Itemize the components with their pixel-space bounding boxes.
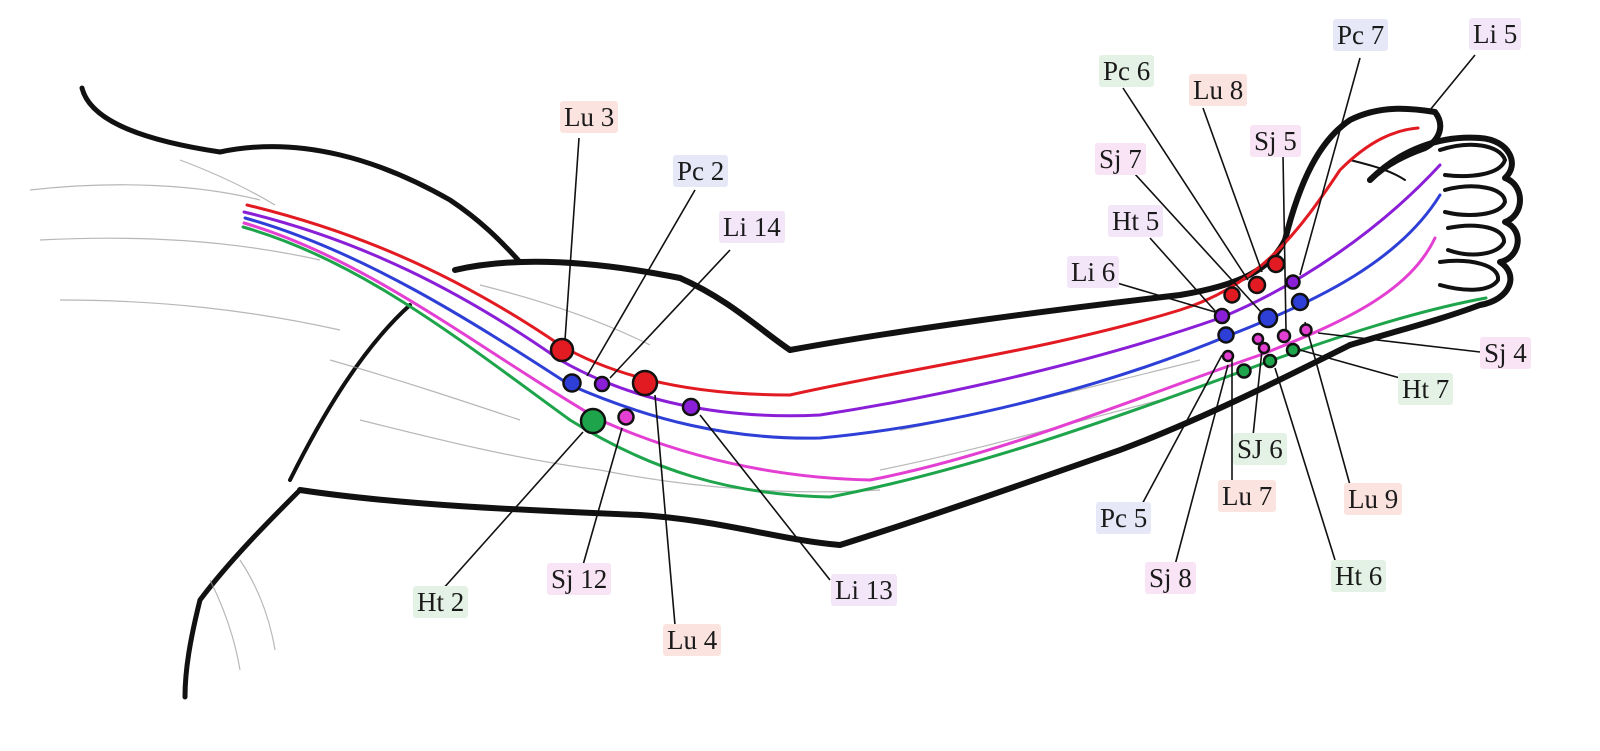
thumb-crease <box>1349 159 1406 181</box>
label-lu7: Lu 7 <box>1218 480 1277 512</box>
label-li13: Li 13 <box>831 574 897 606</box>
chest-contour <box>288 303 412 482</box>
large-intestine-meridian-line <box>242 163 1442 418</box>
point-lu8 <box>1247 275 1267 295</box>
point-ht7 <box>1285 342 1301 358</box>
point-lu3 <box>549 337 575 363</box>
forearm-bottom-contour <box>297 342 1353 548</box>
point-pc5 <box>1217 326 1235 344</box>
point-pc6 <box>1257 307 1279 329</box>
label-li5: Li 5 <box>1469 18 1522 50</box>
finger-4 <box>1438 258 1500 292</box>
label-sj5: Sj 5 <box>1250 125 1301 157</box>
hand-contour <box>1347 134 1523 348</box>
acupoints <box>549 254 1313 435</box>
label-ht7: Ht 7 <box>1398 373 1454 405</box>
point-sj12 <box>617 408 635 426</box>
armpit-contour <box>182 487 303 700</box>
point-ht5 <box>1236 363 1252 379</box>
finger-2 <box>1443 184 1507 217</box>
point-li14 <box>593 375 611 393</box>
label-lu3: Lu 3 <box>560 101 619 133</box>
point-sj8 <box>1221 349 1235 363</box>
lung-meridian-line <box>245 126 1420 397</box>
point-sj6 <box>1251 332 1265 346</box>
label-ht6: Ht 6 <box>1331 560 1387 592</box>
meridian-lines <box>241 126 1488 499</box>
point-li13 <box>681 397 701 417</box>
label-pc5: Pc 5 <box>1096 502 1152 534</box>
label-sj4: Sj 4 <box>1480 337 1531 369</box>
san-jiao-meridian-line <box>242 221 1437 482</box>
leader-lines <box>441 54 1481 626</box>
point-lu9 <box>1223 286 1241 304</box>
finger-1 <box>1438 142 1507 179</box>
label-lu8: Lu 8 <box>1189 74 1248 106</box>
label-sj12: Sj 12 <box>547 563 612 595</box>
point-pc7 <box>1290 292 1310 312</box>
label-ht2: Ht 2 <box>413 586 469 618</box>
point-ht2 <box>579 407 607 435</box>
label-sj7: Sj 7 <box>1095 143 1146 175</box>
point-ht6 <box>1262 353 1278 369</box>
label-ht5: Ht 5 <box>1108 205 1164 237</box>
label-li6: Li 6 <box>1067 256 1120 288</box>
point-sj7 <box>1257 341 1271 355</box>
shoulder-top-contour <box>79 85 523 265</box>
point-sj5 <box>1276 328 1292 344</box>
label-sj8: Sj 8 <box>1145 562 1196 594</box>
point-li5 <box>1285 274 1301 290</box>
label-pc7: Pc 7 <box>1333 19 1389 51</box>
label-lu9: Lu 9 <box>1344 483 1403 515</box>
point-lu7 <box>1266 254 1286 274</box>
label-pc6: Pc 6 <box>1099 55 1155 87</box>
label-sj6: SJ 6 <box>1233 433 1287 465</box>
point-sj4 <box>1299 323 1313 337</box>
finger-3 <box>1446 223 1506 257</box>
label-lu4: Lu 4 <box>663 624 722 656</box>
point-pc2 <box>562 373 582 393</box>
point-lu4 <box>631 369 659 397</box>
label-li14: Li 14 <box>719 211 785 243</box>
point-li6 <box>1213 307 1231 325</box>
label-pc2: Pc 2 <box>673 155 729 187</box>
biceps-contour <box>452 258 793 353</box>
heart-meridian-line <box>241 225 1488 499</box>
